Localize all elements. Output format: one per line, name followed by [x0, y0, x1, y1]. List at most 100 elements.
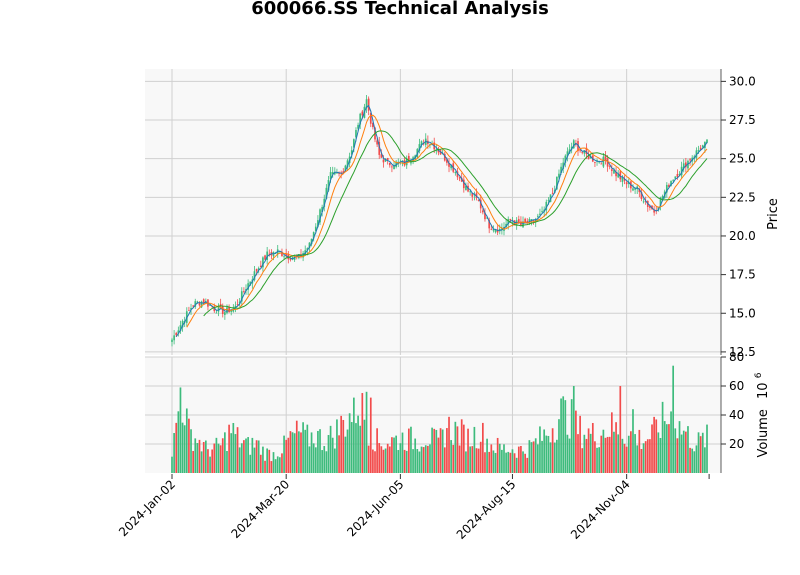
- volume-bar: [511, 449, 514, 473]
- volume-bar: [384, 448, 387, 473]
- volume-bar: [657, 432, 660, 473]
- candle-body: [173, 335, 175, 341]
- volume-bar: [240, 443, 243, 473]
- candle-body: [530, 219, 533, 221]
- volume-bar: [306, 424, 309, 473]
- volume-bar: [608, 436, 611, 473]
- volume-bar: [340, 415, 343, 473]
- volume-bar: [685, 431, 687, 473]
- candle-body: [471, 192, 474, 197]
- volume-bar: [471, 446, 474, 473]
- candle-body: [581, 152, 584, 153]
- volume-bar: [615, 422, 617, 473]
- volume-bar: [274, 459, 277, 473]
- volume-bar: [291, 432, 294, 473]
- volume-bar: [450, 440, 452, 473]
- candle-body: [289, 258, 292, 260]
- price-axis-label: Price: [766, 198, 781, 230]
- candle-body: [177, 330, 180, 334]
- volume-bar: [630, 431, 632, 473]
- volume-bar: [469, 446, 472, 473]
- candle-body: [228, 306, 230, 313]
- volume-bar: [522, 451, 524, 473]
- volume-bar: [376, 428, 378, 473]
- candle-body: [215, 312, 218, 314]
- volume-bar: [589, 433, 592, 473]
- volume-bar: [359, 425, 362, 473]
- candle-body: [653, 210, 655, 213]
- candle-body: [325, 187, 328, 200]
- candle-body: [257, 268, 260, 270]
- candle-body: [608, 165, 611, 167]
- candle-body: [488, 219, 491, 229]
- volume-bar: [596, 447, 598, 473]
- volume-bar: [433, 428, 436, 473]
- volume-bar: [420, 446, 423, 473]
- volume-bar: [526, 457, 529, 473]
- volume-bar: [247, 437, 249, 473]
- candle-body: [372, 122, 374, 128]
- ma-short-line: [186, 114, 708, 328]
- volume-bar: [458, 445, 461, 473]
- volume-bar: [699, 436, 702, 473]
- volume-bar: [380, 446, 383, 473]
- volume-bar: [259, 454, 262, 473]
- volume-bar: [687, 426, 689, 473]
- volume-bar: [653, 416, 655, 473]
- volume-bar: [209, 456, 211, 473]
- volume-bar: [217, 443, 220, 473]
- volume-bar: [496, 437, 499, 473]
- candle-body: [676, 173, 679, 177]
- candle-body: [532, 220, 535, 222]
- volume-tick-label: 60: [729, 379, 744, 393]
- volume-bar: [414, 438, 417, 473]
- price-tick-label: 17.5: [729, 268, 756, 282]
- volume-bar: [226, 451, 228, 473]
- candle-body: [484, 212, 486, 220]
- candle-body: [304, 250, 307, 255]
- volume-bar: [649, 439, 651, 473]
- volume-bar: [577, 434, 579, 473]
- candle-layer: [171, 95, 708, 347]
- volume-bar: [238, 447, 241, 473]
- volume-bar: [283, 435, 285, 473]
- price-tick-label: 25.0: [729, 152, 756, 166]
- volume-bar: [670, 411, 672, 473]
- candle-body: [268, 253, 271, 255]
- volume-bar: [369, 397, 372, 473]
- candle-body: [545, 201, 548, 211]
- candle-body: [558, 173, 560, 178]
- candle-body: [336, 172, 338, 174]
- candle-body: [556, 176, 558, 190]
- volume-bar: [672, 365, 675, 473]
- candle-body: [209, 305, 211, 306]
- volume-bar: [543, 429, 546, 473]
- volume-bar: [285, 439, 288, 473]
- candle-body: [243, 291, 245, 292]
- candle-body: [566, 151, 569, 157]
- volume-bar: [190, 429, 192, 473]
- volume-bar: [617, 434, 620, 473]
- volume-bar: [314, 447, 317, 473]
- volume-bar: [401, 432, 404, 473]
- candle-body: [355, 130, 357, 138]
- volume-bar: [507, 451, 510, 473]
- candle-body: [393, 165, 395, 170]
- candle-body: [281, 251, 283, 257]
- volume-bar: [344, 436, 347, 473]
- candle-body: [585, 147, 588, 155]
- volume-bar: [585, 438, 588, 473]
- candle-body: [179, 325, 182, 331]
- volume-bar: [594, 441, 596, 473]
- volume-bar: [579, 415, 581, 473]
- volume-bar: [494, 452, 497, 473]
- volume-bar: [312, 443, 315, 473]
- volume-bar: [325, 451, 328, 473]
- candle-body: [230, 309, 233, 312]
- volume-bar: [600, 435, 603, 473]
- candle-body: [600, 163, 603, 165]
- volume-bar: [287, 437, 290, 473]
- candle-body: [446, 159, 448, 163]
- candle-body: [391, 166, 393, 168]
- candle-body: [259, 265, 262, 268]
